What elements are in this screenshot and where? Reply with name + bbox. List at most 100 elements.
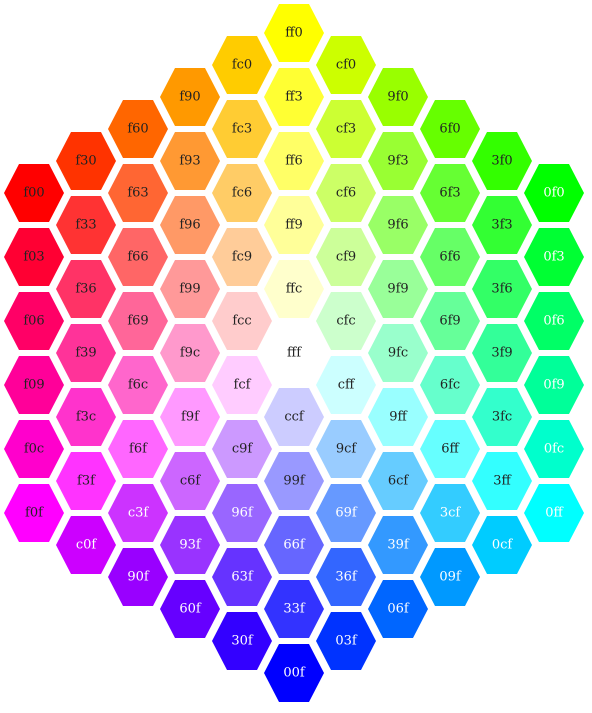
hex-swatch[interactable] [264,644,324,702]
hex-label[interactable]: 9ff [389,410,408,425]
hex-label[interactable]: 3f9 [491,346,512,361]
color-hex[interactable]: 9ff [368,388,428,446]
color-hex[interactable]: f6c [108,356,168,414]
hex-label[interactable]: 6ff [441,442,460,457]
hex-swatch[interactable] [420,356,480,414]
color-hex[interactable]: 6cf [368,452,428,510]
hex-swatch[interactable] [212,164,272,222]
hex-label[interactable]: 6f0 [439,122,460,137]
hex-label[interactable]: c6f [180,474,202,489]
hex-label[interactable]: 00f [283,666,306,681]
hex-label[interactable]: f9c [180,346,200,361]
color-hex[interactable]: fcc [212,292,272,350]
hex-label[interactable]: f9f [181,410,200,425]
hex-label[interactable]: f0c [24,442,44,457]
hex-label[interactable]: f3f [77,474,96,489]
hex-label[interactable]: 6f9 [439,314,460,329]
color-hex[interactable]: 3f0 [472,132,532,190]
hex-label[interactable]: 93f [179,538,202,553]
hex-swatch[interactable] [4,420,64,478]
color-hex[interactable]: f66 [108,228,168,286]
color-hex[interactable]: 60f [160,580,220,638]
hex-label[interactable]: 0ff [545,506,564,521]
hex-swatch[interactable] [368,324,428,382]
color-hex[interactable]: ffc [264,260,324,318]
hex-label[interactable]: cf9 [336,250,356,265]
hex-swatch[interactable] [108,292,168,350]
hex-swatch[interactable] [264,580,324,638]
hex-swatch[interactable] [56,516,116,574]
hex-label[interactable]: 3fc [492,410,512,425]
hex-swatch[interactable] [472,260,532,318]
hex-label[interactable]: 96f [231,506,254,521]
hex-label[interactable]: cf6 [336,186,356,201]
hex-swatch[interactable] [316,420,376,478]
hex-swatch[interactable] [160,580,220,638]
hex-label[interactable]: 6f3 [439,186,460,201]
hex-swatch[interactable] [160,388,220,446]
color-hex[interactable]: 0cf [472,516,532,574]
hex-swatch[interactable] [56,324,116,382]
color-hex[interactable]: 9f9 [368,260,428,318]
hex-swatch[interactable] [316,36,376,94]
color-hex[interactable]: f33 [56,196,116,254]
color-hex[interactable]: f93 [160,132,220,190]
hex-label[interactable]: fc3 [232,122,252,137]
hex-label[interactable]: 90f [127,570,150,585]
hex-label[interactable]: 66f [283,538,306,553]
hex-swatch[interactable] [108,356,168,414]
hex-label[interactable]: f90 [179,90,200,105]
hex-swatch[interactable] [524,292,584,350]
color-hex[interactable]: fcf [212,356,272,414]
color-hex[interactable]: 6f3 [420,164,480,222]
hex-swatch[interactable] [420,228,480,286]
hex-label[interactable]: fcf [234,378,252,393]
hex-label[interactable]: 36f [335,570,358,585]
hex-swatch[interactable] [56,260,116,318]
hex-swatch[interactable] [212,548,272,606]
hex-label[interactable]: cf0 [336,58,356,73]
color-hex[interactable]: c9f [212,420,272,478]
hex-label[interactable]: 9cf [336,442,358,457]
hex-label[interactable]: ffc [286,282,303,297]
hex-swatch[interactable] [264,196,324,254]
hex-label[interactable]: ff6 [285,154,303,169]
hex-label[interactable]: 69f [335,506,358,521]
hex-swatch[interactable] [316,100,376,158]
color-hex[interactable]: 3ff [472,452,532,510]
hex-label[interactable]: f09 [23,378,44,393]
hex-label[interactable]: f03 [23,250,44,265]
hex-swatch[interactable] [264,388,324,446]
color-hex[interactable]: f00 [4,164,64,222]
color-hex[interactable]: f03 [4,228,64,286]
hex-label[interactable]: fc9 [232,250,252,265]
color-hex[interactable]: f39 [56,324,116,382]
color-hex[interactable]: 66f [264,516,324,574]
color-hex[interactable]: 03f [316,612,376,670]
color-hex[interactable]: cf9 [316,228,376,286]
hex-swatch[interactable] [56,196,116,254]
hex-label[interactable]: 33f [283,602,306,617]
color-hex[interactable]: f96 [160,196,220,254]
color-hex[interactable]: 96f [212,484,272,542]
color-hex[interactable]: ff3 [264,68,324,126]
hex-swatch[interactable] [316,292,376,350]
hex-swatch[interactable] [4,228,64,286]
hex-label[interactable]: 0cf [492,538,514,553]
hex-label[interactable]: fc0 [232,58,252,73]
hex-swatch[interactable] [420,484,480,542]
color-hex[interactable]: fc9 [212,228,272,286]
color-hex[interactable]: 30f [212,612,272,670]
color-hex[interactable]: c0f [56,516,116,574]
hex-label[interactable]: f06 [23,314,44,329]
hex-swatch[interactable] [108,228,168,286]
hex-label[interactable]: f63 [127,186,148,201]
hex-swatch[interactable] [368,196,428,254]
color-hex[interactable]: f36 [56,260,116,318]
hex-label[interactable]: 63f [231,570,254,585]
hex-label[interactable]: f36 [75,282,96,297]
hex-label[interactable]: 9f3 [387,154,408,169]
color-hex[interactable]: f9c [160,324,220,382]
color-hex[interactable]: c3f [108,484,168,542]
hex-swatch[interactable] [524,228,584,286]
